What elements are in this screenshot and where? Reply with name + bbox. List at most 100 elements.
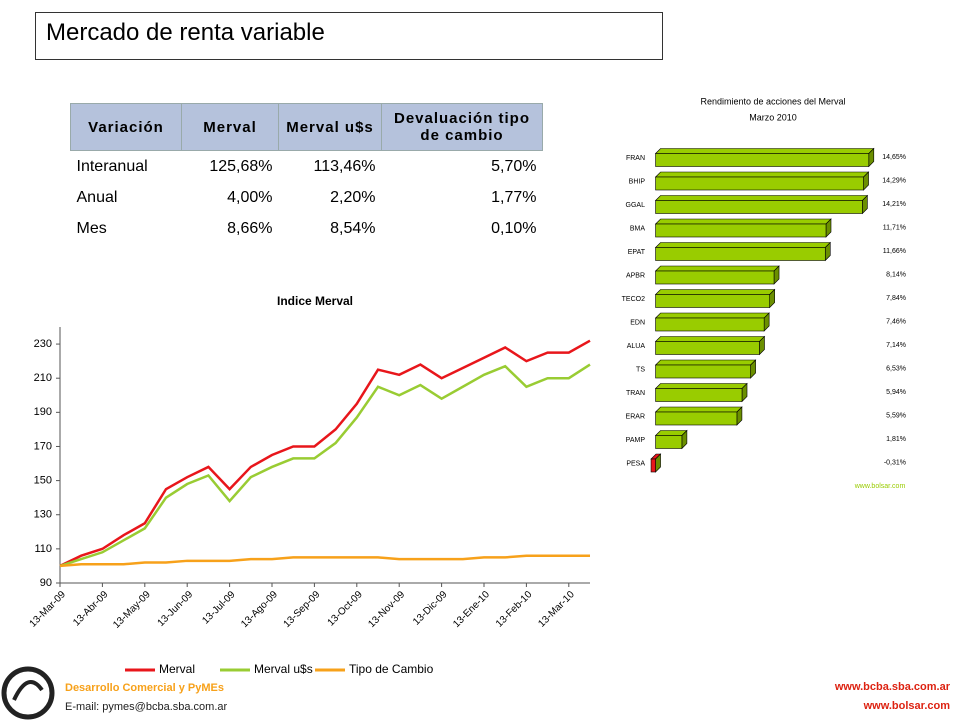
y-tick-label: 170	[34, 440, 52, 452]
table-cell: Mes	[76, 219, 107, 237]
y-tick-label: 130	[34, 509, 52, 521]
y-tick-label: BMA	[630, 225, 646, 232]
header-row: Variación Merval Merval u$s Devaluación …	[70, 103, 543, 151]
bar-top	[654, 312, 770, 319]
bar	[655, 270, 775, 285]
bar-top	[654, 148, 875, 154]
y-tick-label: TS	[636, 366, 645, 373]
table-cell: 125,68%	[209, 157, 273, 175]
value-label: 6,53%	[886, 365, 906, 372]
footer-web: www.bcba.sba.com.ar	[834, 681, 950, 693]
value-label: 8,14%	[886, 271, 906, 278]
bar	[655, 294, 770, 308]
bar	[650, 458, 656, 473]
line-series	[59, 554, 590, 568]
header-cell: Merval u$s	[278, 103, 382, 151]
bar	[655, 388, 743, 402]
table-cell: Interanual	[76, 157, 148, 175]
y-tick-label: EPAT	[628, 249, 646, 256]
logo	[1, 666, 55, 720]
table-cell: 113,46%	[313, 157, 376, 175]
value-label: -0,31%	[884, 459, 906, 466]
bar-top	[654, 218, 832, 225]
chart-subtitle: Marzo 2010	[749, 112, 797, 122]
y-tick-label: TECO2	[622, 296, 645, 303]
table-cell: 1,77%	[491, 188, 537, 206]
x-tick-label: 13-Ago-09	[239, 589, 280, 630]
footer-org: Desarrollo Comercial y PyMEs	[65, 682, 224, 694]
y-tick-label: PAMP	[626, 437, 646, 444]
bar-top	[654, 359, 757, 366]
legend-label: Merval u$s	[254, 662, 313, 676]
x-tick-label: 13-Mar-10	[536, 589, 577, 630]
bar	[655, 176, 864, 191]
value-label: 5,94%	[886, 389, 906, 396]
table-cell: 5,70%	[491, 157, 537, 175]
bar-top	[654, 265, 780, 272]
bar	[655, 341, 760, 355]
bar	[655, 153, 870, 167]
y-tick-label: FRAN	[626, 155, 645, 162]
table-cell: 8,66%	[227, 219, 273, 237]
y-tick-label: 210	[34, 372, 52, 384]
y-tick-label: 150	[34, 475, 52, 487]
bar	[655, 435, 683, 449]
y-tick-label: GGAL	[626, 202, 646, 209]
y-tick-label: APBR	[626, 272, 645, 279]
bar-top	[654, 336, 766, 342]
bar	[655, 411, 738, 426]
x-tick-label: 13-Sep-09	[282, 589, 323, 630]
table-cell: 8,54%	[330, 219, 376, 237]
table-cell: 0,10%	[491, 219, 537, 237]
bar-top	[654, 171, 870, 178]
table: Variación Merval Merval u$s Devaluación …	[70, 103, 543, 244]
table-row: Mes 8,66% 8,54% 0,10%	[71, 213, 543, 244]
bar-top	[654, 430, 688, 436]
header-cell: Variación	[70, 103, 182, 151]
value-label: 14,29%	[882, 177, 906, 184]
y-tick-label: ALUA	[627, 343, 646, 350]
bar-top	[654, 242, 831, 248]
bar-top	[654, 406, 743, 413]
bar	[655, 317, 765, 332]
y-tick-label: TRAN	[626, 390, 645, 397]
value-label: 5,59%	[886, 412, 906, 419]
bar-top	[654, 289, 776, 295]
line-series	[59, 339, 591, 568]
y-tick-label: PESA	[626, 460, 645, 467]
footer-web: www.bolsar.com	[863, 700, 950, 712]
table-cell: 2,20%	[330, 188, 376, 206]
x-tick-label: 13-Abr-09	[71, 589, 111, 629]
value-label: 7,84%	[886, 295, 906, 302]
x-tick-label: 13-Dic-09	[411, 589, 450, 628]
x-tick-label: 13-Feb-10	[494, 589, 535, 630]
x-tick-label: 13-Jun-09	[156, 589, 196, 629]
table-row: Anual 4,00% 2,20% 1,77%	[71, 182, 543, 213]
value-label: 14,65%	[882, 154, 906, 161]
header-cell: Merval	[181, 103, 279, 151]
bar	[655, 223, 827, 238]
y-tick-label: BHIP	[629, 178, 646, 185]
chart-title: Indice Merval	[277, 294, 353, 308]
bar-top	[654, 195, 869, 201]
table-row: Interanual 125,68% 113,46% 5,70%	[71, 151, 543, 183]
x-tick-label: 13-Nov-09	[366, 589, 407, 630]
y-tick-label: 110	[34, 543, 52, 555]
y-tick-label: 90	[40, 577, 52, 589]
footer-email: E-mail: pymes@bcba.sba.com.ar	[65, 701, 228, 713]
header-cell: Devaluación tipo de cambio	[381, 103, 543, 151]
bar	[655, 200, 863, 214]
annotation: www.bolsar.com	[854, 483, 906, 490]
logo-mark	[12, 680, 44, 701]
table-cell: Anual	[76, 188, 118, 206]
x-tick-label: 13-Ene-10	[451, 589, 492, 630]
bar-top	[654, 383, 748, 389]
legend-label: Tipo de Cambio	[349, 662, 434, 676]
value-label: 11,66%	[883, 248, 906, 255]
y-tick-label: ERAR	[626, 413, 645, 420]
line-series	[59, 363, 591, 568]
value-label: 1,81%	[886, 436, 906, 443]
x-tick-label: 13-Oct-09	[326, 589, 366, 629]
